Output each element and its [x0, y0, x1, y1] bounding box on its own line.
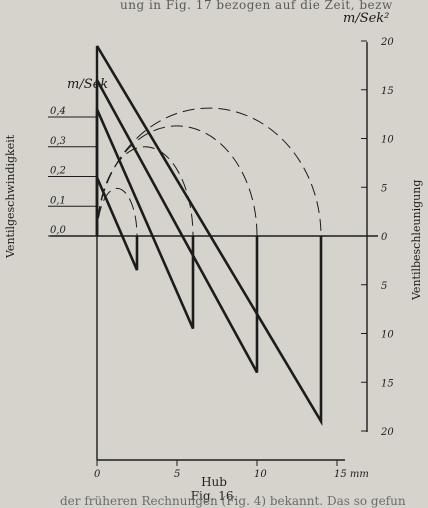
right-tick-label: 15	[381, 86, 394, 97]
figure-caption: Fig. 16.	[190, 489, 238, 503]
left-tick-label: 0,3	[50, 136, 66, 147]
left-axis-unit: m/Sek	[67, 77, 108, 92]
acceleration-line	[95, 176, 139, 271]
velocity-curve	[96, 107, 322, 237]
right-axis-title: Ventilbeschleunigung	[410, 180, 423, 301]
x-axis-title: Hub	[201, 475, 227, 489]
left-tick-label: 0,0	[50, 225, 67, 236]
x-tick-label: 10	[254, 469, 267, 480]
right-axis-unit: m/Sek²	[343, 11, 389, 26]
acceleration-line	[95, 79, 259, 374]
x-tick-label: 15 mm	[334, 469, 369, 480]
left-tick-label: 0,1	[50, 195, 66, 206]
right-tick-label: 5	[381, 281, 387, 292]
right-tick-label: 10	[381, 135, 394, 146]
right-tick-label: 20	[380, 37, 394, 48]
right-tick-label: 10	[381, 330, 394, 341]
right-tick-label: 5	[381, 183, 387, 194]
running-text-top: ung in Fig. 17 bezogen auf die Zeit, bez…	[120, 0, 393, 12]
x-tick-label: 5	[174, 469, 180, 480]
right-tick-label: 0	[381, 232, 388, 243]
left-tick-label: 0,4	[50, 106, 66, 117]
left-axis-title: Ventilgeschwindigkeit	[4, 134, 17, 259]
running-text-bottom: der früheren Rechnungen (Fig. 4) bekannt…	[60, 494, 406, 508]
velocity-curve	[96, 125, 258, 237]
left-tick-label: 0,2	[50, 166, 66, 177]
acceleration-line	[95, 108, 195, 330]
right-tick-label: 20	[380, 427, 394, 438]
x-tick-label: 0	[94, 469, 101, 480]
acceleration-line	[95, 45, 323, 426]
velocity-curve	[96, 146, 194, 237]
right-tick-label: 15	[381, 378, 394, 389]
velocity-curve	[96, 187, 138, 237]
